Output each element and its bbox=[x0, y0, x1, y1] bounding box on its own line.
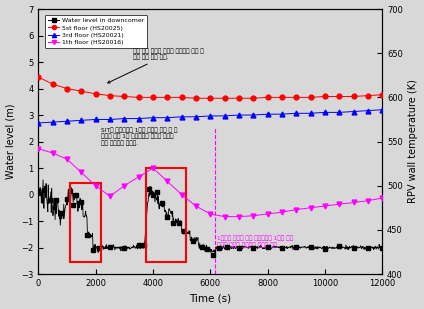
Bar bbox=[70, 183, 101, 262]
Y-axis label: RPV wall temperature (K): RPV wall temperature (K) bbox=[408, 80, 418, 204]
X-axis label: Time (s): Time (s) bbox=[189, 294, 232, 303]
Text: SIT가 주입되면서 1층의 수위가 회복 후 고
갈됨에 따라 1층 외뱝온도가 빠르게 감소하
다가 감소율이 줄어듦.: SIT가 주입되면서 1층의 수위가 회복 후 고 갈됨에 따라 1층 외뱝온도… bbox=[101, 127, 178, 146]
Bar bbox=[146, 168, 186, 262]
Text: 1층까지 수위가 모두 고갈되면서 1층의 외벽
온도도 서서히 증가하는 경향을 보임.: 1층까지 수위가 모두 고갈되면서 1층의 외벽 온도도 서서히 증가하는 경향… bbox=[218, 235, 293, 248]
Legend: Water level in downcomer, 5st floor (HS20025), 3rd floor (HS20021), 1th floor (H: Water level in downcomer, 5st floor (HS2… bbox=[45, 15, 147, 48]
Y-axis label: Water level (m): Water level (m) bbox=[6, 104, 16, 179]
Text: 상부 쪽의 고온의 기체의 영향으로 초기 온
도가 높은 값을 가짔.: 상부 쪽의 고온의 기체의 영향으로 초기 온 도가 높은 값을 가짔. bbox=[108, 48, 204, 83]
